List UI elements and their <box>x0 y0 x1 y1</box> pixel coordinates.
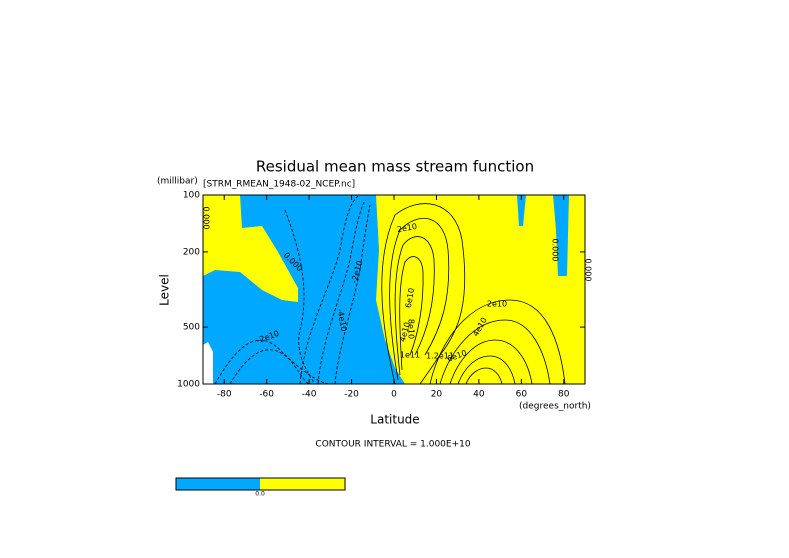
contour-label: -4e10 <box>336 308 349 332</box>
x-tick-label: 20 <box>431 390 443 400</box>
x-tick-label: -60 <box>259 390 274 400</box>
x-tick-label: -40 <box>302 390 317 400</box>
contour-line <box>389 217 450 381</box>
contour-line <box>457 355 516 385</box>
contour-line <box>317 199 366 385</box>
x-tick-label: -20 <box>344 390 359 400</box>
x-tick-label: 80 <box>558 390 570 400</box>
contour-label: 6e10 <box>404 287 416 308</box>
colorbar-frame <box>175 477 346 491</box>
y-tick-label: 100 <box>183 191 200 201</box>
x-units: (degrees_north) <box>519 402 591 412</box>
y-tick-label: 200 <box>183 247 200 257</box>
contour-line <box>229 349 311 385</box>
x-tick-label: -80 <box>217 390 232 400</box>
y-axis-label: Level <box>158 274 172 306</box>
x-axis-label: Latitude <box>370 413 419 427</box>
negative-region <box>517 195 526 226</box>
contour-label: 0.000 <box>202 207 211 230</box>
y-tick-label: 1000 <box>177 380 200 390</box>
contour-line <box>214 339 331 385</box>
y-tick-label: 500 <box>183 323 200 333</box>
colorbar-segment <box>260 478 345 490</box>
chart-title: Residual mean mass stream function <box>256 158 534 176</box>
colorbar-segment <box>176 478 260 490</box>
contour-label: 1.2e11 <box>426 352 454 361</box>
x-tick-label: 60 <box>516 390 528 400</box>
subtitle: [STRM_RMEAN_1948-02_NCEP.nc] <box>203 180 355 190</box>
colorbar-label: 0.0 <box>255 491 265 498</box>
contour-label: 0.000 <box>584 259 593 282</box>
contour-interval: CONTOUR INTERVAL = 1.000E+10 <box>315 440 470 450</box>
contour-line <box>465 367 503 385</box>
contour-lines <box>214 194 566 385</box>
contour-line <box>429 299 566 385</box>
contour-line <box>399 256 424 371</box>
x-tick-label: 40 <box>473 390 485 400</box>
missing-region <box>203 342 213 384</box>
positive-region <box>203 195 298 302</box>
x-tick-label: 0 <box>391 390 397 400</box>
contour-line <box>284 209 316 385</box>
contour-label: 2e10 <box>396 222 417 234</box>
contour-label: 2e10 <box>487 300 507 309</box>
contour-line <box>439 319 551 385</box>
y-units: (millibar) <box>157 177 198 187</box>
contour-line <box>334 204 371 385</box>
negative-region <box>553 195 569 276</box>
contour-line <box>449 339 533 385</box>
contour-label: 8e10 <box>407 319 416 339</box>
contour-label: 0.000 <box>551 239 560 262</box>
contour-label: 1e11 <box>400 351 420 360</box>
contour-line <box>394 236 435 376</box>
